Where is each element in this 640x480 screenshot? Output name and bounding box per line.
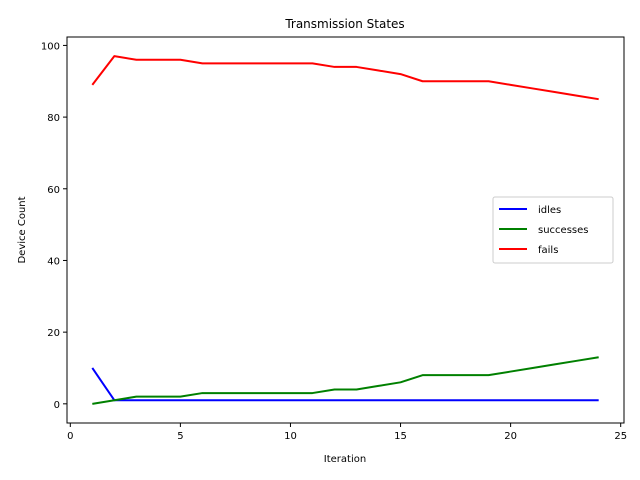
y-tick-label: 60 [47,185,60,196]
series-line-idles [91,367,599,402]
legend-label-fails: fails [538,245,558,256]
x-tick-label: 10 [284,431,297,442]
y-tick-label: 100 [41,41,60,52]
series-lines [91,55,599,405]
y-tick-label: 20 [47,328,60,339]
series-line-fails [91,55,599,101]
legend-label-idles: idles [538,205,561,216]
x-tick-label: 20 [504,431,517,442]
y-tick-label: 40 [47,256,60,267]
y-tick-label: 0 [54,400,60,411]
x-tick-label: 0 [67,431,73,442]
plot-frame [66,36,625,424]
y-tick-label: 80 [47,113,60,124]
x-tick-label: 25 [614,431,627,442]
x-tick-label: 5 [177,431,183,442]
y-axis: 0 20 40 60 80 100 [41,41,67,411]
legend-box [492,196,614,264]
x-axis-title: Iteration [324,454,366,465]
legend-label-successes: successes [538,225,588,236]
chart-title: Transmission States [284,17,404,31]
plot-area [66,36,625,424]
legend: idles successes fails [492,196,614,264]
y-axis-title: Device Count [17,196,28,263]
x-tick-label: 15 [394,431,407,442]
x-axis: 0 5 10 15 20 25 [67,423,627,442]
series-line-successes [92,356,599,405]
